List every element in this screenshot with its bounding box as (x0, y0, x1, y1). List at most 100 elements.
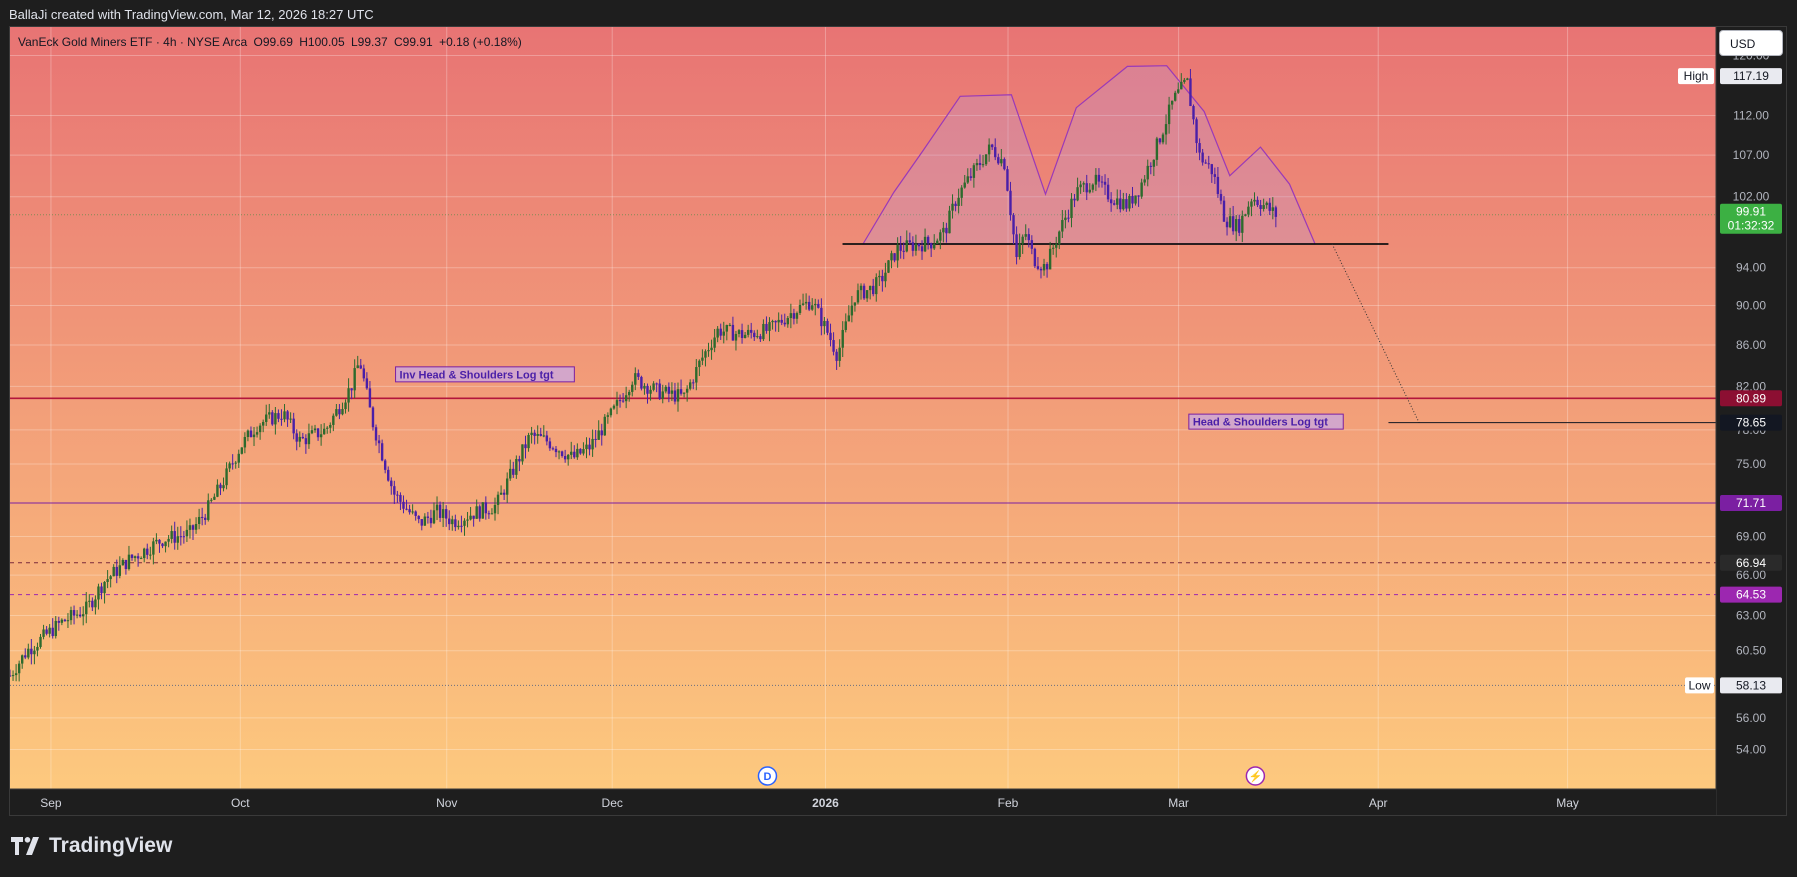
candle-body (484, 502, 488, 514)
candle (929, 242, 933, 258)
candle (17, 660, 21, 682)
candle-body (499, 492, 503, 495)
candle (533, 429, 536, 445)
candle (539, 427, 542, 437)
candle-body (1000, 159, 1003, 164)
candle (878, 270, 881, 287)
candle-body (1265, 202, 1268, 206)
candle (582, 442, 585, 456)
level-78.65-badge (1720, 414, 1782, 431)
candle-body (603, 416, 606, 436)
projection-line[interactable] (1331, 243, 1420, 423)
candle-body (304, 438, 308, 445)
candle (271, 410, 274, 426)
candle (286, 409, 289, 427)
candle (1216, 166, 1220, 198)
candle (60, 618, 64, 626)
candle-body (1030, 240, 1034, 249)
candle-body (679, 389, 683, 394)
candle (164, 541, 167, 553)
candle (72, 605, 76, 625)
candle (1241, 210, 1244, 243)
candle (75, 610, 79, 619)
candle-body (1076, 187, 1079, 201)
candle-body (1064, 217, 1067, 221)
x-tick-label: Dec (602, 796, 623, 810)
candle-body (338, 409, 341, 415)
currency-button[interactable]: USD (1719, 30, 1783, 56)
head-shoulders-shape[interactable] (861, 65, 1317, 245)
candle (1155, 136, 1159, 166)
candle (332, 413, 335, 432)
candle-body (887, 260, 890, 273)
candle (649, 385, 652, 401)
candle (1030, 235, 1034, 255)
candle-body (112, 566, 115, 577)
candle-body (1164, 124, 1168, 135)
candle (524, 435, 527, 459)
candle (54, 616, 57, 639)
candle-body (121, 559, 125, 566)
chart-pane[interactable]: Inv Head & Shoulders Log tgt Head & Shoul… (9, 26, 1787, 816)
candle (475, 499, 478, 519)
candle (261, 419, 265, 433)
x-axis-labels: Sep Oct Nov Dec 2026 Feb Mar Apr May (40, 796, 1579, 810)
candle (859, 283, 863, 300)
candle (1015, 226, 1018, 265)
candle (646, 383, 649, 404)
candle-body (771, 320, 774, 323)
candle (197, 508, 201, 530)
candle-body (179, 536, 183, 538)
candle (865, 290, 869, 302)
candle (1244, 213, 1247, 217)
candle (1042, 258, 1046, 276)
candle-body (634, 373, 637, 385)
candle (1207, 155, 1210, 169)
candle-body (570, 451, 573, 455)
symbol-name[interactable]: VanEck Gold Miners ETF · 4h · NYSE Arca (18, 35, 248, 49)
candle-body (1201, 152, 1204, 163)
last-price-badge (1720, 203, 1782, 234)
candle-body (856, 290, 860, 303)
candle (838, 339, 841, 367)
candle (11, 670, 15, 681)
time-axis[interactable] (10, 789, 1716, 815)
candle-body (1058, 231, 1061, 245)
candle (655, 382, 658, 393)
candle-body (246, 430, 250, 438)
candle (188, 518, 192, 539)
candle-body (377, 440, 381, 444)
candle-body (133, 556, 137, 558)
event-marker[interactable] (757, 766, 778, 786)
candle (634, 367, 637, 391)
annotations[interactable]: Inv Head & Shoulders Log tgt Head & Shoul… (395, 366, 1344, 786)
candle-body (33, 650, 36, 655)
x-tick-label: 2026 (812, 796, 839, 810)
event-marker[interactable] (1245, 766, 1266, 786)
candle-body (475, 506, 478, 519)
candle (990, 143, 994, 150)
candle (228, 461, 231, 473)
candle-body (661, 391, 664, 399)
hs-label-box[interactable] (1188, 413, 1344, 430)
candle (530, 426, 533, 444)
candle-body (512, 468, 515, 475)
candle (246, 429, 250, 442)
candle-body (295, 433, 298, 442)
candle (454, 514, 457, 532)
price-chart[interactable]: Inv Head & Shoulders Log tgt Head & Shoul… (10, 27, 1786, 815)
candle (963, 174, 966, 189)
candle-body (960, 187, 963, 198)
candle-body (374, 427, 378, 441)
candle-body (216, 484, 219, 497)
inv-hs-label-box[interactable] (395, 366, 575, 383)
candle-body (1231, 216, 1235, 232)
candle (329, 422, 332, 434)
candle-body (1204, 162, 1207, 164)
candle-body (981, 164, 985, 166)
candle (292, 412, 295, 440)
candle-body (521, 444, 524, 462)
candle (210, 498, 213, 503)
candle (942, 222, 945, 243)
candle (457, 520, 460, 530)
